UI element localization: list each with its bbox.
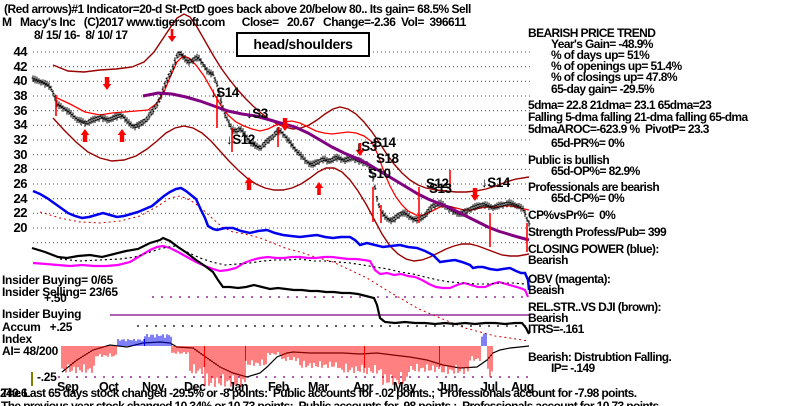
signal-label: ↓S12 xyxy=(226,132,255,147)
right-panel-line: 5dma= 22.8 21dma= 23.1 65dma=23 xyxy=(528,98,712,112)
ticker-summary: M Macy's Inc (C)2017 www.tigersoft.com C… xyxy=(2,15,466,29)
right-panel-line: Bearish: Distrubtion Falling. xyxy=(528,350,672,364)
series-black-dotted xyxy=(59,245,526,285)
right-panel-line: 65d-PR%= 0% xyxy=(551,136,625,150)
series-upper-band xyxy=(52,13,530,193)
y-axis-label: 40 xyxy=(13,73,28,89)
index-label: Index xyxy=(2,332,32,346)
y-axis-label: 28 xyxy=(13,161,28,177)
right-panel-line: REL.STR..VS DJI (brown): xyxy=(528,300,662,314)
series-black-dotted xyxy=(59,245,526,285)
right-panel-line: Year's Gain= -48.9% xyxy=(551,37,653,51)
bottom-status-line1: The Last 65 days stock changed -29.5% or… xyxy=(1,386,637,400)
right-panel-line: Bearish xyxy=(528,311,568,325)
signal-label: ↓S14 xyxy=(210,85,240,100)
red-down-arrow xyxy=(102,77,112,90)
red-down-arrow xyxy=(355,143,365,156)
month-label-jan: Jan xyxy=(228,380,248,394)
month-label-nov: Nov xyxy=(142,380,165,394)
indicator-description: (Red arrows)#1 Indicator=20-d St-PctD go… xyxy=(4,2,471,16)
month-label-aug: Aug xyxy=(511,380,534,394)
red-up-arrow xyxy=(80,129,90,142)
y-axis-label: 36 xyxy=(13,102,28,118)
insider-buying2-label: Insider Buying xyxy=(2,307,82,321)
signal-label: ↓S14 xyxy=(481,175,511,190)
red-down-arrow xyxy=(167,29,177,42)
right-panel-line: 65d-OP%= 82.9% xyxy=(551,164,640,178)
series-closing-power xyxy=(32,186,531,291)
series-accum-envelope xyxy=(61,341,530,378)
y-axis-label: 30 xyxy=(13,146,28,162)
signal-label: S12 xyxy=(426,176,449,191)
ai-label: AI= 48/200 xyxy=(2,344,59,358)
signal-label: S14 xyxy=(373,135,397,150)
right-panel-line: CLOSING POWER (blue): xyxy=(528,242,659,256)
right-panel-line: OBV (magenta): xyxy=(528,272,611,286)
date-range: 8/ 15/ 16- 8/ 10/ 17 xyxy=(34,28,128,42)
right-panel-line: BEARISH PRICE TREND xyxy=(528,26,656,40)
series-rel-strength xyxy=(31,236,530,335)
accum-label: Accum +.25 xyxy=(2,320,73,334)
plus50-label: +.50 xyxy=(44,291,67,305)
accum-bars-red xyxy=(61,346,493,387)
right-panel-line: 65-day gain= -29.5% xyxy=(551,82,655,96)
insider-selling-label: Insider Selling= 23/65 xyxy=(2,285,118,299)
right-panel-line: IP= -.149 xyxy=(551,361,595,375)
y-axis-label: 34 xyxy=(13,117,28,133)
red-down-arrow xyxy=(280,118,290,131)
series-lower-band xyxy=(52,117,530,262)
month-label-mar: Mar xyxy=(308,380,329,394)
accum-bars-blue xyxy=(117,333,487,346)
insider-buying-label: Insider Buying= 0/65 xyxy=(2,273,114,287)
y-axis-label: 42 xyxy=(13,58,28,74)
signal-label: S10 xyxy=(368,166,391,181)
right-panel-line: Bearish xyxy=(528,253,568,267)
month-label-feb: Feb xyxy=(268,380,290,394)
right-panel-line: Strength Profess/Pub= 399 xyxy=(528,225,667,239)
right-panel-line: CP%vsPr%= 0% xyxy=(528,208,616,222)
y-axis-label: 26 xyxy=(13,176,28,191)
series-obv xyxy=(32,244,530,298)
right-panel-line: 65d-CP%= 0% xyxy=(551,191,625,205)
month-label-dec: Dec xyxy=(184,380,206,394)
right-panel-line: % of openings up= 51.4% xyxy=(551,59,682,73)
y-axis-label: 24 xyxy=(13,190,28,206)
month-label-oct: Oct xyxy=(99,380,120,394)
right-panel-line: % of days up= 51% xyxy=(551,48,650,62)
right-panel-line: Beaish xyxy=(528,283,564,297)
bottom-status-line2: The previous year stock changed 10.34% o… xyxy=(1,399,662,406)
y-axis-label: 44 xyxy=(13,44,28,59)
signal-label: S13 xyxy=(429,181,453,196)
series-dma65 xyxy=(142,91,530,242)
red-up-arrow xyxy=(117,129,127,142)
right-panel-line: Public is bullish xyxy=(528,153,610,167)
month-label-sep: Sep xyxy=(57,380,79,394)
right-panel-line: Professionals are bearish xyxy=(528,180,660,194)
right-panel-line: % of closings up= 47.8% xyxy=(551,70,678,84)
signal-label: ↓S3 xyxy=(355,139,378,154)
series-red-dotted xyxy=(39,195,529,342)
right-panel-line: ITRS=-.161 xyxy=(528,322,584,336)
y-axis-label: 32 xyxy=(13,132,28,147)
month-label-jul: Jul xyxy=(481,380,498,394)
series-dma21 xyxy=(54,55,530,216)
red-down-arrow xyxy=(470,188,480,201)
y-axis-label: 38 xyxy=(13,88,28,103)
month-label-jun: Jun xyxy=(437,380,458,394)
y-axis-label: 22 xyxy=(13,205,28,221)
right-panel-line: Falling 5-dma falling 21-dma falling 65-… xyxy=(528,110,748,124)
right-panel-line: 5dmaAROC=-623.9 % PivotP= 23.3 xyxy=(528,122,709,136)
red-up-arrow xyxy=(244,177,254,190)
signal-label: S18 xyxy=(376,151,400,166)
minus25-label: -.25 xyxy=(37,370,57,384)
red-up-arrow xyxy=(314,182,324,195)
month-label-apr: Apr xyxy=(353,380,374,394)
bottom-overlay-number: 240.6 xyxy=(0,386,28,400)
head-shoulders-annotation: head/shoulders xyxy=(236,32,370,57)
y-axis-label: 20 xyxy=(13,220,28,235)
signal-label: ↓S3 xyxy=(246,106,269,121)
